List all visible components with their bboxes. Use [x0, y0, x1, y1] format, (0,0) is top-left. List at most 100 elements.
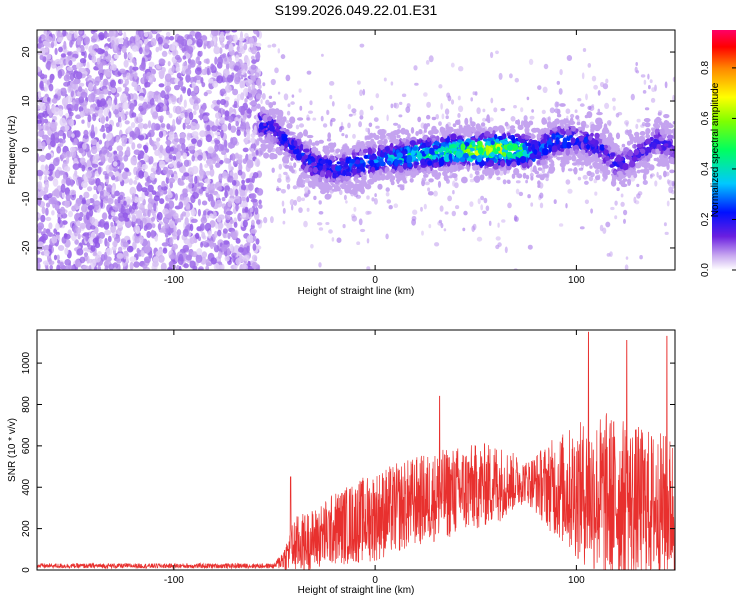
- spectrogram-cell: [289, 199, 295, 206]
- spectrogram-cell: [374, 193, 377, 198]
- spectrogram-cell: [37, 169, 44, 177]
- spectrogram-cell: [161, 50, 168, 58]
- spectrogram-cell: [151, 122, 157, 131]
- spectrogram-cell: [184, 217, 189, 226]
- spectrogram-cell: [579, 226, 585, 230]
- spectrogram-cell: [199, 223, 205, 231]
- spectrogram-cell: [258, 199, 262, 205]
- spectrogram-cell: [37, 42, 43, 49]
- spectrogram-cell: [197, 182, 204, 187]
- spectrogram-cell: [225, 30, 230, 34]
- spectrogram-cell: [299, 105, 303, 111]
- spectrogram-cell: [331, 101, 335, 107]
- spectrogram-cell: [222, 68, 230, 78]
- spectrogram-cell: [58, 46, 63, 53]
- spectrogram-cell: [43, 74, 48, 79]
- spectrogram-cell: [523, 115, 528, 122]
- spectrogram-cell: [426, 114, 431, 120]
- spectrogram-cell: [234, 76, 241, 85]
- spectrogram-cell: [164, 94, 170, 100]
- spectrogram-cell: [37, 262, 41, 270]
- spectrogram-cell: [104, 229, 111, 236]
- spectrogram-cell: [39, 103, 46, 111]
- spectrogram-cell: [107, 90, 112, 96]
- spectrogram-cell: [46, 53, 52, 60]
- spectrogram-cell: [55, 222, 60, 231]
- spectrogram-cell: [205, 134, 213, 143]
- spectrogram-cell: [60, 183, 66, 193]
- spectrogram-cell: [162, 216, 170, 224]
- spectrogram-cell: [108, 111, 112, 119]
- spectrogram-cell: [76, 227, 82, 234]
- spectrogram-cell: [630, 93, 635, 101]
- spectrogram-cell: [195, 56, 200, 65]
- spectrogram-cell: [235, 120, 239, 127]
- spectrogram-cell: [37, 153, 40, 163]
- spectrogram-cell: [342, 224, 346, 229]
- spectrogram-cell: [358, 121, 362, 128]
- spectrogram-cell: [45, 266, 49, 270]
- spectrogram-cell: [144, 181, 150, 187]
- spectrogram-cell: [91, 155, 99, 164]
- spectrogram-cell: [142, 73, 147, 79]
- spectrogram-cell: [514, 77, 519, 83]
- spectrogram-cell: [126, 146, 131, 155]
- spectrogram-cell: [240, 122, 247, 130]
- spectrogram-cell: [469, 178, 475, 183]
- spectrogram-cell: [219, 116, 226, 124]
- spectrogram-cell: [411, 215, 417, 222]
- spectrogram-cell: [45, 153, 52, 160]
- spectrogram-cell: [111, 211, 116, 217]
- spectrogram-cell: [437, 167, 445, 172]
- spectrogram-cell: [92, 237, 99, 244]
- spectrogram-cell: [539, 192, 544, 199]
- spectrogram-cell: [56, 254, 60, 261]
- spectrogram-cell: [303, 129, 308, 137]
- spectrogram-cell: [443, 228, 447, 232]
- spectrogram-cell: [64, 259, 72, 266]
- spectrogram-cell: [287, 103, 291, 108]
- spectrogram-cell: [549, 107, 555, 114]
- spectrogram-cell: [168, 163, 174, 168]
- spectrogram-cell: [113, 42, 117, 51]
- spectrogram-cell: [636, 193, 641, 199]
- spectrogram-cell: [329, 81, 335, 86]
- spectrogram-cell: [244, 137, 248, 145]
- spectrogram-cell: [214, 143, 219, 152]
- spectrogram-cell: [183, 159, 190, 167]
- spectrogram-cell: [239, 62, 245, 68]
- spectrogram-cell: [314, 150, 321, 156]
- spectrogram-cell: [437, 172, 442, 177]
- spectrogram-cell: [201, 251, 208, 259]
- spectrogram-cell: [444, 211, 449, 215]
- spectrogram-cell: [86, 159, 91, 167]
- spectrogram-cell: [649, 174, 653, 179]
- spectrogram-cell: [279, 145, 285, 150]
- spectrogram-cell: [591, 75, 597, 82]
- spectrogram-cell: [159, 198, 165, 205]
- spectrogram-cell: [423, 92, 428, 97]
- spectrogram-cell: [147, 184, 154, 193]
- spectrogram-cell: [69, 73, 75, 81]
- spectrogram-cell: [84, 36, 90, 45]
- spectrogram-cell: [643, 118, 651, 123]
- spectrogram-cell: [208, 196, 214, 201]
- spectrogram-cell: [44, 41, 51, 46]
- spectrogram-cell: [256, 42, 262, 47]
- spectrogram-cell: [44, 181, 49, 189]
- spectrogram-cell: [51, 137, 56, 146]
- spectrogram-cell: [120, 206, 126, 215]
- spectrogram-cell: [485, 205, 490, 212]
- spectrogram-cell: [217, 186, 223, 191]
- spectrogram-cell: [97, 185, 102, 192]
- spectrogram-cell: [396, 175, 404, 181]
- spectrogram-cell: [642, 90, 647, 94]
- spectrogram-cell: [568, 134, 573, 139]
- spectrogram-cell: [78, 67, 86, 73]
- spectrogram-cell: [103, 222, 110, 230]
- spectrogram-cell: [285, 174, 290, 180]
- spectrogram-cell: [522, 145, 528, 151]
- spectrogram-cell: [116, 122, 120, 128]
- spectrogram-cell: [147, 120, 152, 129]
- spectrogram-cell: [205, 265, 210, 270]
